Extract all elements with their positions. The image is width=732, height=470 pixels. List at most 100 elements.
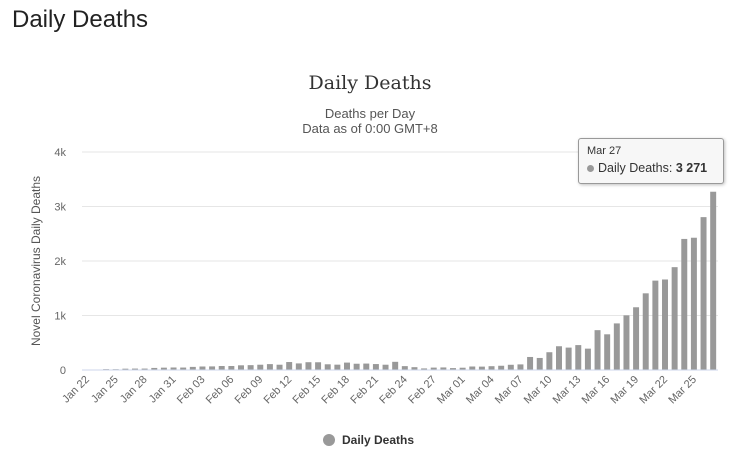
- x-tick-label: Mar 13: [551, 374, 584, 407]
- legend[interactable]: Daily Deaths: [323, 433, 414, 447]
- bar[interactable]: [218, 366, 225, 370]
- bar[interactable]: [488, 366, 495, 370]
- bar[interactable]: [401, 366, 408, 370]
- x-tick-label: Feb 12: [262, 374, 295, 407]
- bar[interactable]: [478, 366, 485, 370]
- bar[interactable]: [305, 362, 312, 370]
- x-tick-label: Feb 18: [319, 374, 352, 407]
- x-tick-label: Feb 03: [175, 374, 208, 407]
- bar[interactable]: [122, 368, 129, 370]
- tooltip-label: Daily Deaths:: [598, 161, 673, 175]
- bar[interactable]: [690, 237, 697, 370]
- y-tick-labels: 0 1k 2k 3k 4k: [54, 147, 66, 377]
- bar[interactable]: [344, 362, 350, 370]
- bar[interactable]: [565, 347, 572, 370]
- bar[interactable]: [411, 367, 418, 370]
- x-tick-label: Jan 31: [147, 374, 179, 406]
- y-tick-label: 2k: [54, 256, 66, 268]
- bar[interactable]: [141, 368, 148, 370]
- bar[interactable]: [498, 365, 505, 370]
- x-tick-label: Mar 22: [637, 374, 670, 407]
- bar[interactable]: [575, 345, 582, 370]
- x-tick-label: Feb 21: [348, 374, 381, 407]
- bar[interactable]: [671, 267, 678, 370]
- y-tick-label: 3k: [54, 202, 66, 214]
- bar[interactable]: [421, 368, 428, 370]
- bar[interactable]: [276, 364, 283, 370]
- tooltip-date: Mar 27: [587, 145, 622, 157]
- bar[interactable]: [286, 362, 293, 370]
- x-tick-label: Jan 22: [60, 374, 92, 406]
- bar[interactable]: [353, 363, 360, 370]
- x-tick-label: Jan 25: [89, 374, 121, 406]
- bar[interactable]: [238, 365, 244, 370]
- bar[interactable]: [257, 364, 264, 370]
- chart-subtitle-line-2: Data as of 0:00 GMT+8: [302, 121, 437, 136]
- bar[interactable]: [324, 364, 331, 370]
- x-tick-label: Mar 10: [522, 374, 555, 407]
- y-tick-label: 1k: [54, 311, 66, 323]
- bar[interactable]: [430, 367, 437, 370]
- bar[interactable]: [228, 366, 235, 370]
- bar[interactable]: [132, 368, 138, 370]
- bar[interactable]: [295, 363, 302, 370]
- bar[interactable]: [662, 279, 668, 370]
- bar[interactable]: [199, 366, 206, 370]
- x-tick-label: Mar 07: [493, 374, 526, 407]
- bar[interactable]: [594, 330, 601, 370]
- bar[interactable]: [315, 362, 322, 370]
- y-tick-label: 4k: [54, 147, 66, 159]
- x-tick-label: Mar 04: [464, 374, 497, 407]
- bar[interactable]: [527, 356, 534, 370]
- bar[interactable]: [392, 361, 399, 370]
- bar[interactable]: [363, 363, 370, 370]
- bar[interactable]: [440, 367, 447, 370]
- legend-label[interactable]: Daily Deaths: [342, 433, 414, 447]
- bar[interactable]: [459, 367, 466, 370]
- legend-marker: [323, 434, 335, 446]
- x-tick-label: Mar 16: [580, 374, 613, 407]
- tooltip-series-dot: [587, 165, 594, 173]
- bar[interactable]: [507, 364, 514, 370]
- bar[interactable]: [681, 238, 688, 370]
- bar[interactable]: [160, 367, 167, 370]
- bar[interactable]: [469, 366, 476, 370]
- bar[interactable]: [584, 348, 591, 370]
- bar[interactable]: [180, 367, 187, 370]
- chart-subtitle-line-1: Deaths per Day: [325, 106, 416, 121]
- bar[interactable]: [151, 367, 158, 370]
- x-tick-label: Mar 25: [666, 374, 699, 407]
- x-tick-label: Feb 09: [233, 374, 266, 407]
- bar[interactable]: [613, 323, 620, 370]
- y-tick-label: 0: [60, 365, 66, 377]
- bar[interactable]: [536, 357, 543, 370]
- tooltip: Mar 27 Daily Deaths: 3 271: [578, 138, 724, 184]
- bar[interactable]: [546, 352, 553, 370]
- bar[interactable]: [517, 364, 524, 370]
- tooltip-row: Daily Deaths: 3 271: [587, 161, 715, 175]
- bar[interactable]: [266, 364, 273, 370]
- bar[interactable]: [623, 315, 630, 370]
- bar[interactable]: [334, 364, 341, 370]
- bar[interactable]: [604, 334, 611, 370]
- bar[interactable]: [209, 366, 216, 370]
- bar[interactable]: [247, 365, 254, 370]
- bar[interactable]: [652, 280, 659, 370]
- bar[interactable]: [170, 367, 177, 370]
- bar-series-daily-deaths[interactable]: [93, 191, 717, 370]
- bar[interactable]: [633, 307, 640, 370]
- x-tick-label: Feb 06: [204, 374, 237, 407]
- bar[interactable]: [700, 217, 707, 370]
- bar[interactable]: [372, 364, 379, 370]
- bar[interactable]: [189, 366, 196, 370]
- bar[interactable]: [642, 293, 649, 370]
- bar[interactable]: [450, 368, 456, 370]
- x-tick-label: Mar 19: [609, 374, 642, 407]
- bar[interactable]: [710, 191, 717, 370]
- bar[interactable]: [556, 346, 562, 370]
- tooltip-value: 3 271: [675, 161, 708, 175]
- bar[interactable]: [382, 364, 389, 370]
- y-axis-label: Novel Coronavirus Daily Deaths: [29, 176, 43, 346]
